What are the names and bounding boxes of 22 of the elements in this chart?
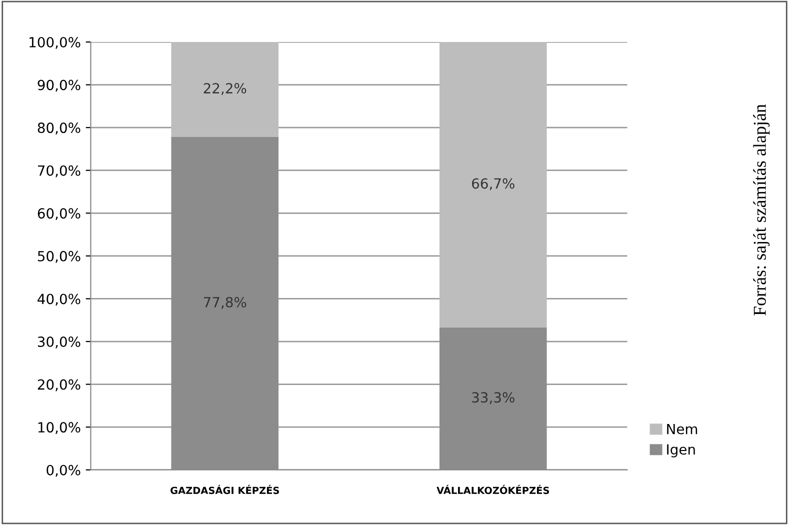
y-tick-label: 50,0% (38, 250, 80, 263)
legend-label: Igen (667, 444, 695, 458)
y-tick-label: 10,0% (38, 422, 80, 434)
legend-label: Nem (667, 424, 698, 434)
y-tick-label: 90,0% (38, 80, 80, 92)
y-tick-label: 40,0% (38, 294, 80, 306)
data-label: 22,2% (204, 83, 246, 95)
x-tick-label: VÁLLALKOZÓKÉPZÉS (436, 484, 549, 494)
y-tick-label: 30,0% (38, 336, 80, 348)
data-label: 77,8% (204, 296, 246, 309)
y-tick-label: 80,0% (38, 122, 80, 134)
y-tick-label: 70,0% (38, 165, 80, 178)
data-label: 66,7% (472, 178, 514, 190)
data-label: 33,3% (472, 392, 514, 404)
y-tick-label: 100,0% (30, 36, 80, 49)
x-tick-label: GAZDASÁGI KÉPZÉS (170, 484, 279, 494)
bar (171, 42, 279, 137)
bar (439, 42, 547, 328)
y-tick-label: 0,0% (46, 464, 80, 477)
y-tick-label: 60,0% (38, 208, 80, 220)
text: Forrás: saját számítás alapján (753, 104, 770, 316)
y-tick-label: 20,0% (38, 379, 80, 392)
